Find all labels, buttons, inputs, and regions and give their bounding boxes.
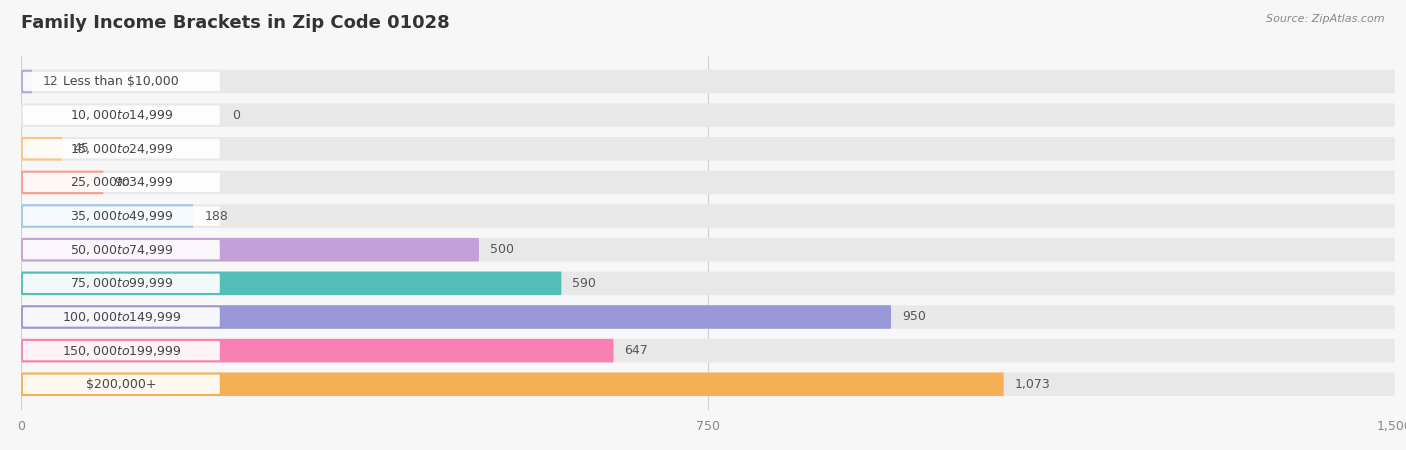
FancyBboxPatch shape [21,339,613,362]
FancyBboxPatch shape [21,204,1395,228]
Text: Less than $10,000: Less than $10,000 [63,75,179,88]
FancyBboxPatch shape [22,307,219,327]
FancyBboxPatch shape [21,305,891,329]
Text: $150,000 to $199,999: $150,000 to $199,999 [62,344,181,358]
Text: 950: 950 [903,310,927,324]
Text: $25,000 to $34,999: $25,000 to $34,999 [70,176,173,189]
FancyBboxPatch shape [22,105,219,125]
FancyBboxPatch shape [21,373,1395,396]
Text: $200,000+: $200,000+ [86,378,156,391]
Text: $100,000 to $149,999: $100,000 to $149,999 [62,310,181,324]
FancyBboxPatch shape [22,72,219,91]
Text: Source: ZipAtlas.com: Source: ZipAtlas.com [1267,14,1385,23]
FancyBboxPatch shape [22,173,219,192]
FancyBboxPatch shape [21,70,32,93]
Text: 188: 188 [204,210,228,223]
Text: 590: 590 [572,277,596,290]
Text: $10,000 to $14,999: $10,000 to $14,999 [70,108,173,122]
FancyBboxPatch shape [21,238,1395,261]
FancyBboxPatch shape [21,305,1395,329]
FancyBboxPatch shape [22,374,219,394]
FancyBboxPatch shape [21,373,1004,396]
Text: 90: 90 [114,176,131,189]
Text: $75,000 to $99,999: $75,000 to $99,999 [70,276,173,290]
FancyBboxPatch shape [21,137,62,161]
FancyBboxPatch shape [22,274,219,293]
FancyBboxPatch shape [22,341,219,360]
Text: $15,000 to $24,999: $15,000 to $24,999 [70,142,173,156]
FancyBboxPatch shape [22,139,219,158]
FancyBboxPatch shape [21,271,1395,295]
Text: $50,000 to $74,999: $50,000 to $74,999 [70,243,173,256]
Text: 1,073: 1,073 [1015,378,1050,391]
Text: 500: 500 [489,243,515,256]
Text: $35,000 to $49,999: $35,000 to $49,999 [70,209,173,223]
FancyBboxPatch shape [21,271,561,295]
Text: 0: 0 [232,108,239,122]
FancyBboxPatch shape [21,104,1395,127]
FancyBboxPatch shape [21,204,193,228]
Text: Family Income Brackets in Zip Code 01028: Family Income Brackets in Zip Code 01028 [21,14,450,32]
FancyBboxPatch shape [21,238,479,261]
FancyBboxPatch shape [22,207,219,226]
Text: 647: 647 [624,344,648,357]
FancyBboxPatch shape [21,70,1395,93]
FancyBboxPatch shape [21,137,1395,161]
Text: 12: 12 [44,75,59,88]
FancyBboxPatch shape [21,171,104,194]
Text: 45: 45 [73,142,89,155]
FancyBboxPatch shape [21,171,1395,194]
FancyBboxPatch shape [22,240,219,259]
FancyBboxPatch shape [21,339,1395,362]
